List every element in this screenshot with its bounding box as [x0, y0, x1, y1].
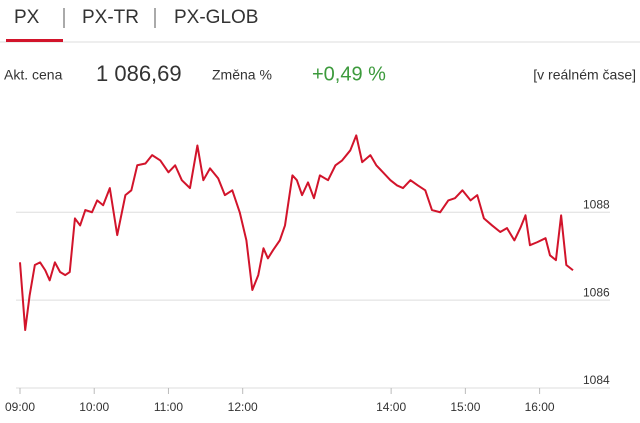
y-tick-label: 1086	[583, 285, 610, 299]
x-tick-label: 11:00	[154, 400, 183, 414]
price-line	[19, 134, 574, 332]
x-tick-label: 09:00	[5, 400, 35, 414]
x-tick-label: 16:00	[525, 400, 555, 414]
active-tab-underline	[6, 39, 63, 42]
price: 1 086,69	[96, 61, 182, 86]
change-label: Změna %	[212, 67, 272, 83]
change: +0,49 %	[312, 63, 386, 85]
tab[interactable]: PX-TR	[82, 7, 139, 28]
tab[interactable]: PX-GLOB	[174, 7, 258, 28]
tab[interactable]: PX	[14, 7, 40, 28]
x-tick-label: 10:00	[79, 400, 109, 414]
x-tick-label: 15:00	[450, 400, 480, 414]
x-tick-label: 14:00	[376, 400, 406, 414]
y-tick-label: 1088	[583, 197, 610, 211]
x-tick-label: 12:00	[228, 400, 258, 414]
price-label: Akt. cena	[4, 67, 63, 83]
y-tick-label: 1084	[583, 373, 610, 387]
realtime-note: [v reálném čase]	[533, 67, 636, 83]
